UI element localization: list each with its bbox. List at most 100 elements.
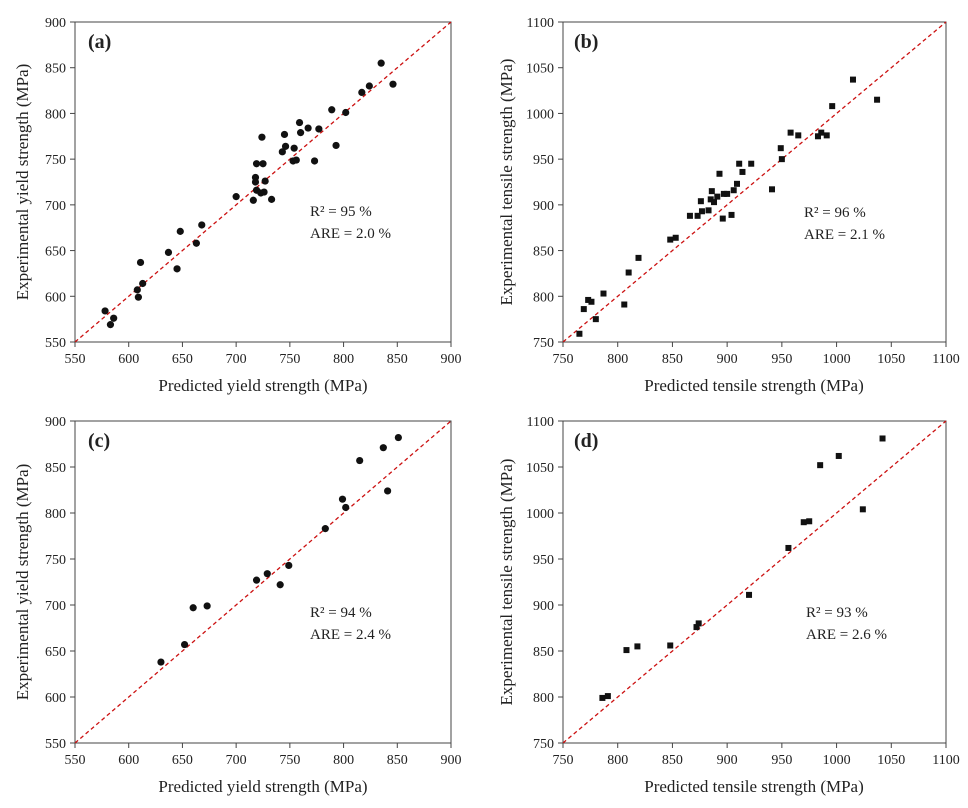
data-point bbox=[173, 265, 181, 273]
y-tick-label: 800 bbox=[45, 507, 66, 522]
y-tick-label: 1050 bbox=[526, 461, 554, 476]
data-point bbox=[106, 321, 115, 329]
x-tick-label: 900 bbox=[441, 753, 462, 768]
x-axis-title-b: Predicted tensile strength (MPa) bbox=[644, 376, 864, 395]
data-point bbox=[599, 694, 606, 701]
panel-d: 750 800 850 900 950 1000 1050 1100 750 800 850 900 9… bbox=[497, 415, 960, 796]
data-point bbox=[136, 258, 145, 267]
x-tick-label: 850 bbox=[662, 352, 683, 367]
data-point bbox=[332, 141, 340, 150]
are-text-c: ARE = 2.4 % bbox=[310, 627, 391, 643]
data-point bbox=[267, 195, 276, 203]
y-tick-label: 850 bbox=[45, 62, 66, 77]
data-point bbox=[203, 602, 211, 610]
data-point bbox=[164, 248, 173, 256]
panel-b: 750 800 850 900 950 1000 1050 1100 750 800 850 900 9… bbox=[497, 16, 960, 395]
data-point bbox=[580, 306, 587, 313]
panel-label-d: (d) bbox=[574, 430, 598, 452]
x-tick-label: 1100 bbox=[932, 753, 959, 768]
x-tick-label: 750 bbox=[279, 753, 300, 768]
y-tick-label: 650 bbox=[45, 645, 66, 660]
y-tick-label: 800 bbox=[533, 290, 554, 305]
data-point bbox=[133, 286, 141, 294]
fit-layer-b bbox=[562, 21, 947, 343]
ticks-layer-a: 550 600 650 700 750 800 850 900 550 600 650 700 750 8… bbox=[45, 16, 462, 367]
y-axis-title-b: Experimental tensile strength (MPa) bbox=[497, 59, 516, 306]
x-tick-label: 800 bbox=[607, 753, 628, 768]
data-point bbox=[714, 193, 721, 200]
data-point bbox=[621, 301, 628, 308]
data-point bbox=[746, 591, 753, 598]
y-tick-label: 1000 bbox=[526, 107, 554, 122]
data-point bbox=[249, 196, 257, 204]
data-point bbox=[600, 290, 607, 297]
panel-a: 550 600 650 700 750 800 850 900 550 600 650 700 750 8… bbox=[13, 16, 462, 395]
data-point bbox=[281, 142, 290, 150]
data-point bbox=[667, 642, 674, 649]
data-point bbox=[728, 211, 735, 218]
data-point bbox=[389, 80, 397, 88]
data-point bbox=[697, 198, 704, 205]
data-point bbox=[635, 254, 642, 261]
data-point bbox=[295, 118, 304, 127]
points-layer-b bbox=[576, 76, 881, 337]
data-point bbox=[707, 196, 714, 203]
x-tick-label: 900 bbox=[441, 352, 462, 367]
data-point bbox=[739, 168, 746, 175]
y-tick-label: 850 bbox=[533, 645, 554, 660]
data-point bbox=[110, 314, 118, 322]
data-point bbox=[259, 160, 267, 168]
data-point bbox=[338, 495, 347, 503]
x-tick-label: 750 bbox=[279, 352, 300, 367]
y-tick-label: 950 bbox=[533, 153, 554, 168]
data-point bbox=[719, 215, 726, 222]
data-point bbox=[276, 581, 284, 589]
data-point bbox=[874, 96, 881, 103]
y-tick-label: 600 bbox=[45, 290, 66, 305]
data-point bbox=[849, 76, 856, 83]
data-point bbox=[285, 561, 293, 570]
data-point bbox=[189, 604, 197, 612]
data-point bbox=[705, 207, 712, 214]
x-axis-title-a: Predicted yield strength (MPa) bbox=[158, 376, 367, 395]
data-point bbox=[787, 129, 794, 136]
data-point bbox=[716, 170, 723, 177]
y-tick-label: 650 bbox=[45, 245, 66, 260]
ticks-layer-c: 550 600 650 700 750 800 850 900 550 600 650 700 750 8… bbox=[45, 415, 462, 768]
x-tick-label: 600 bbox=[118, 352, 139, 367]
x-tick-label: 750 bbox=[553, 352, 574, 367]
data-point bbox=[176, 227, 184, 235]
x-tick-label: 950 bbox=[771, 753, 792, 768]
data-point bbox=[672, 234, 679, 241]
data-point bbox=[604, 693, 611, 700]
points-layer-d bbox=[599, 435, 886, 701]
plot-frame-c bbox=[74, 420, 452, 744]
r2-text-d: R² = 93 % bbox=[806, 605, 868, 621]
y-tick-label: 850 bbox=[45, 461, 66, 476]
data-point bbox=[711, 199, 718, 206]
r2-text-c: R² = 94 % bbox=[310, 605, 372, 621]
data-point bbox=[139, 279, 147, 288]
x-tick-label: 1050 bbox=[877, 352, 905, 367]
r2-text-b: R² = 96 % bbox=[804, 205, 866, 221]
x-tick-label: 1100 bbox=[932, 352, 959, 367]
y-axis-title-a: Experimental yield strength (MPa) bbox=[13, 64, 32, 301]
data-point bbox=[315, 125, 323, 133]
data-point bbox=[835, 452, 842, 459]
y-tick-label: 750 bbox=[533, 737, 554, 752]
data-point bbox=[328, 106, 336, 114]
data-point bbox=[263, 570, 271, 578]
data-point bbox=[192, 239, 200, 247]
x-tick-label: 700 bbox=[226, 753, 247, 768]
data-point bbox=[585, 296, 592, 303]
x-tick-label: 650 bbox=[172, 352, 193, 367]
data-point bbox=[733, 180, 740, 187]
data-point bbox=[623, 647, 630, 654]
x-tick-label: 850 bbox=[662, 753, 683, 768]
y-tick-label: 550 bbox=[45, 336, 66, 351]
panel-label-b: (b) bbox=[574, 31, 598, 53]
data-point bbox=[708, 188, 715, 195]
data-point bbox=[634, 643, 641, 650]
data-point bbox=[232, 193, 240, 201]
data-point bbox=[321, 525, 329, 533]
